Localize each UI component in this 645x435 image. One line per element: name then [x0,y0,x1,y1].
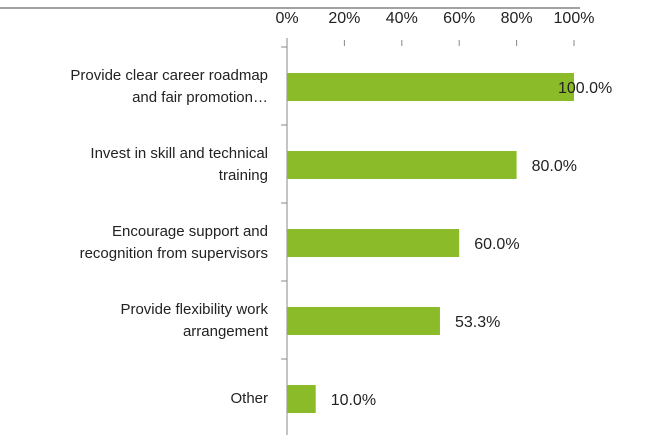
data-label: 60.0% [474,236,519,253]
data-label: 10.0% [331,392,376,409]
x-tick-label: 80% [501,10,533,27]
data-label: 100.0% [558,80,612,97]
x-tick-label: 20% [328,10,360,27]
bar [287,307,440,335]
bar [287,151,517,179]
category-label: Provide clear career roadmap and fair pr… [70,67,268,106]
data-label: 80.0% [532,158,577,175]
x-tick-label: 100% [554,10,595,27]
category-label: Provide flexibility work arrangement [120,301,268,340]
bar [287,73,574,101]
x-tick-label: 0% [275,10,298,27]
bar [287,229,460,257]
category-label: Invest in skill and technical training [90,145,268,184]
data-label: 53.3% [455,314,500,331]
x-tick-label: 40% [386,10,418,27]
category-label: Other [230,390,268,407]
bar [287,385,316,413]
category-label: Encourage support and recognition from s… [79,223,268,262]
x-tick-label: 60% [443,10,475,27]
